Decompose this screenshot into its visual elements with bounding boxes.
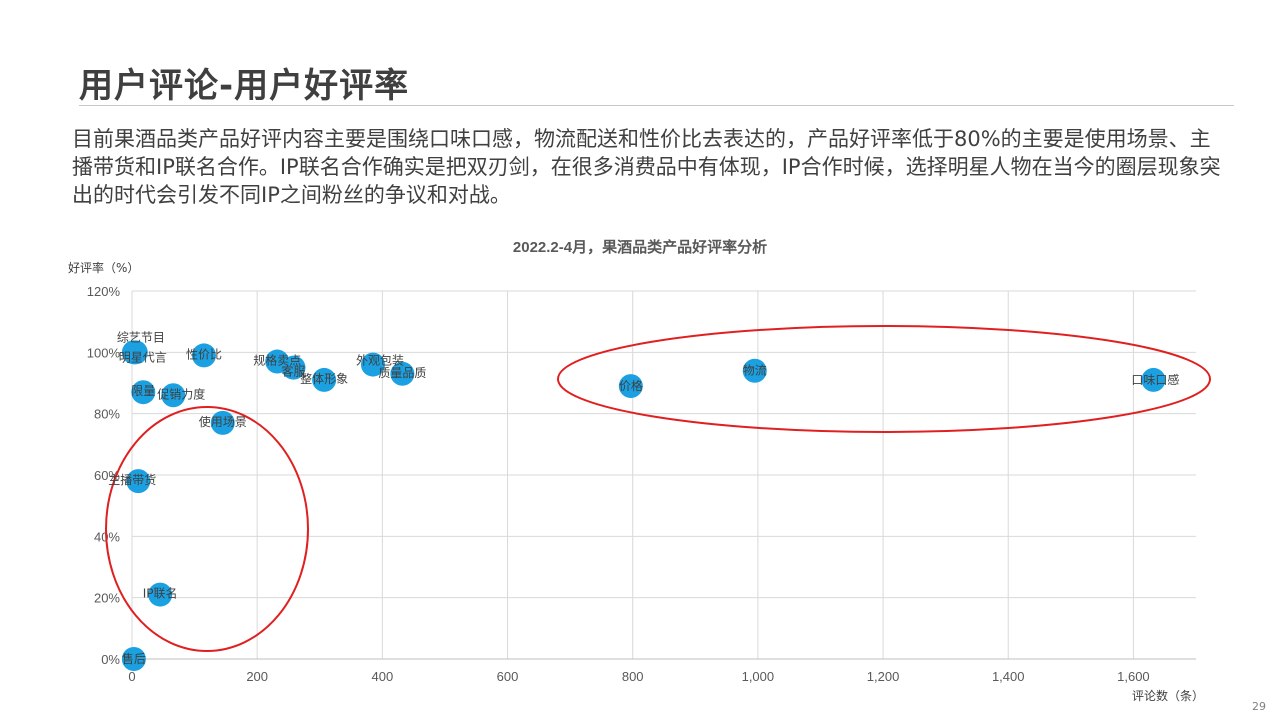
y-axis-label: 好评率（%） xyxy=(68,260,139,275)
point-label: 规格卖点 xyxy=(253,353,301,368)
data-point xyxy=(281,355,306,380)
x-axis-label: 评论数（条） xyxy=(1132,688,1204,703)
point-label: 外观包装 xyxy=(356,354,404,368)
point-label: 综艺节目 xyxy=(117,330,165,344)
chart-title: 2022.2-4月，果酒品类产品好评率分析 xyxy=(513,238,767,256)
body-paragraph: 目前果酒品类产品好评内容主要是围绕口味口感，物流配送和性价比去表达的，产品好评率… xyxy=(72,127,1221,207)
point-label: 性价比 xyxy=(186,347,222,361)
page-number: 29 xyxy=(1252,700,1266,713)
point-label: 使用场景 xyxy=(199,414,247,429)
highlight-ellipses xyxy=(105,325,1211,652)
data-point xyxy=(131,380,156,405)
data-point xyxy=(390,361,415,386)
point-label: 质量品质 xyxy=(378,366,426,380)
x-tick-label: 1,400 xyxy=(992,669,1025,684)
data-point xyxy=(161,383,186,408)
data-point xyxy=(148,582,173,607)
point-label: IP联名 xyxy=(143,586,178,601)
y-tick-label: 100% xyxy=(87,345,121,360)
x-tick-label: 400 xyxy=(372,669,394,684)
x-tick-label: 0 xyxy=(128,669,135,684)
x-tick-label: 1,200 xyxy=(867,669,900,684)
grid-lines xyxy=(132,290,1196,659)
highlight-ellipse-low-rating xyxy=(105,406,309,652)
data-points xyxy=(121,340,1166,671)
x-tick-label: 600 xyxy=(497,669,519,684)
point-label: 售后 xyxy=(122,651,146,666)
y-tick-label: 20% xyxy=(94,591,120,606)
data-point xyxy=(1141,367,1166,392)
x-tick-label: 1,000 xyxy=(742,669,775,684)
data-point xyxy=(191,343,216,368)
point-label: 价格 xyxy=(619,378,643,393)
data-point xyxy=(312,367,337,392)
x-tick-label: 200 xyxy=(246,669,268,684)
point-label: 促销力度 xyxy=(157,386,205,401)
y-tick-label: 120% xyxy=(87,284,121,299)
data-point xyxy=(742,358,767,383)
title-divider xyxy=(79,105,1234,106)
data-point xyxy=(126,469,151,494)
point-label: 口味口感 xyxy=(1131,372,1179,387)
data-point xyxy=(618,374,643,399)
data-point xyxy=(121,647,146,671)
y-tick-label: 80% xyxy=(94,407,120,422)
x-tick-label: 800 xyxy=(622,669,644,684)
point-label: 整体形象 xyxy=(300,371,348,386)
x-tick-label: 1,600 xyxy=(1117,669,1150,684)
y-tick-label: 0% xyxy=(101,652,120,667)
highlight-ellipse-high-volume xyxy=(557,325,1211,433)
point-label: 限量 xyxy=(131,384,155,398)
tick-labels: 0 200 400 600 800 1,000 1,200 1,400 1,6000%20%40… xyxy=(87,284,1150,684)
point-label: 主播带货 xyxy=(108,472,156,487)
point-label: 客服 xyxy=(281,364,305,379)
data-point xyxy=(360,352,385,377)
data-point xyxy=(210,410,235,435)
page-title: 用户评论-用户好评率 xyxy=(79,66,410,106)
data-point xyxy=(123,340,148,365)
point-label: 物流 xyxy=(743,364,767,378)
point-label: 明星代言 xyxy=(119,350,167,364)
